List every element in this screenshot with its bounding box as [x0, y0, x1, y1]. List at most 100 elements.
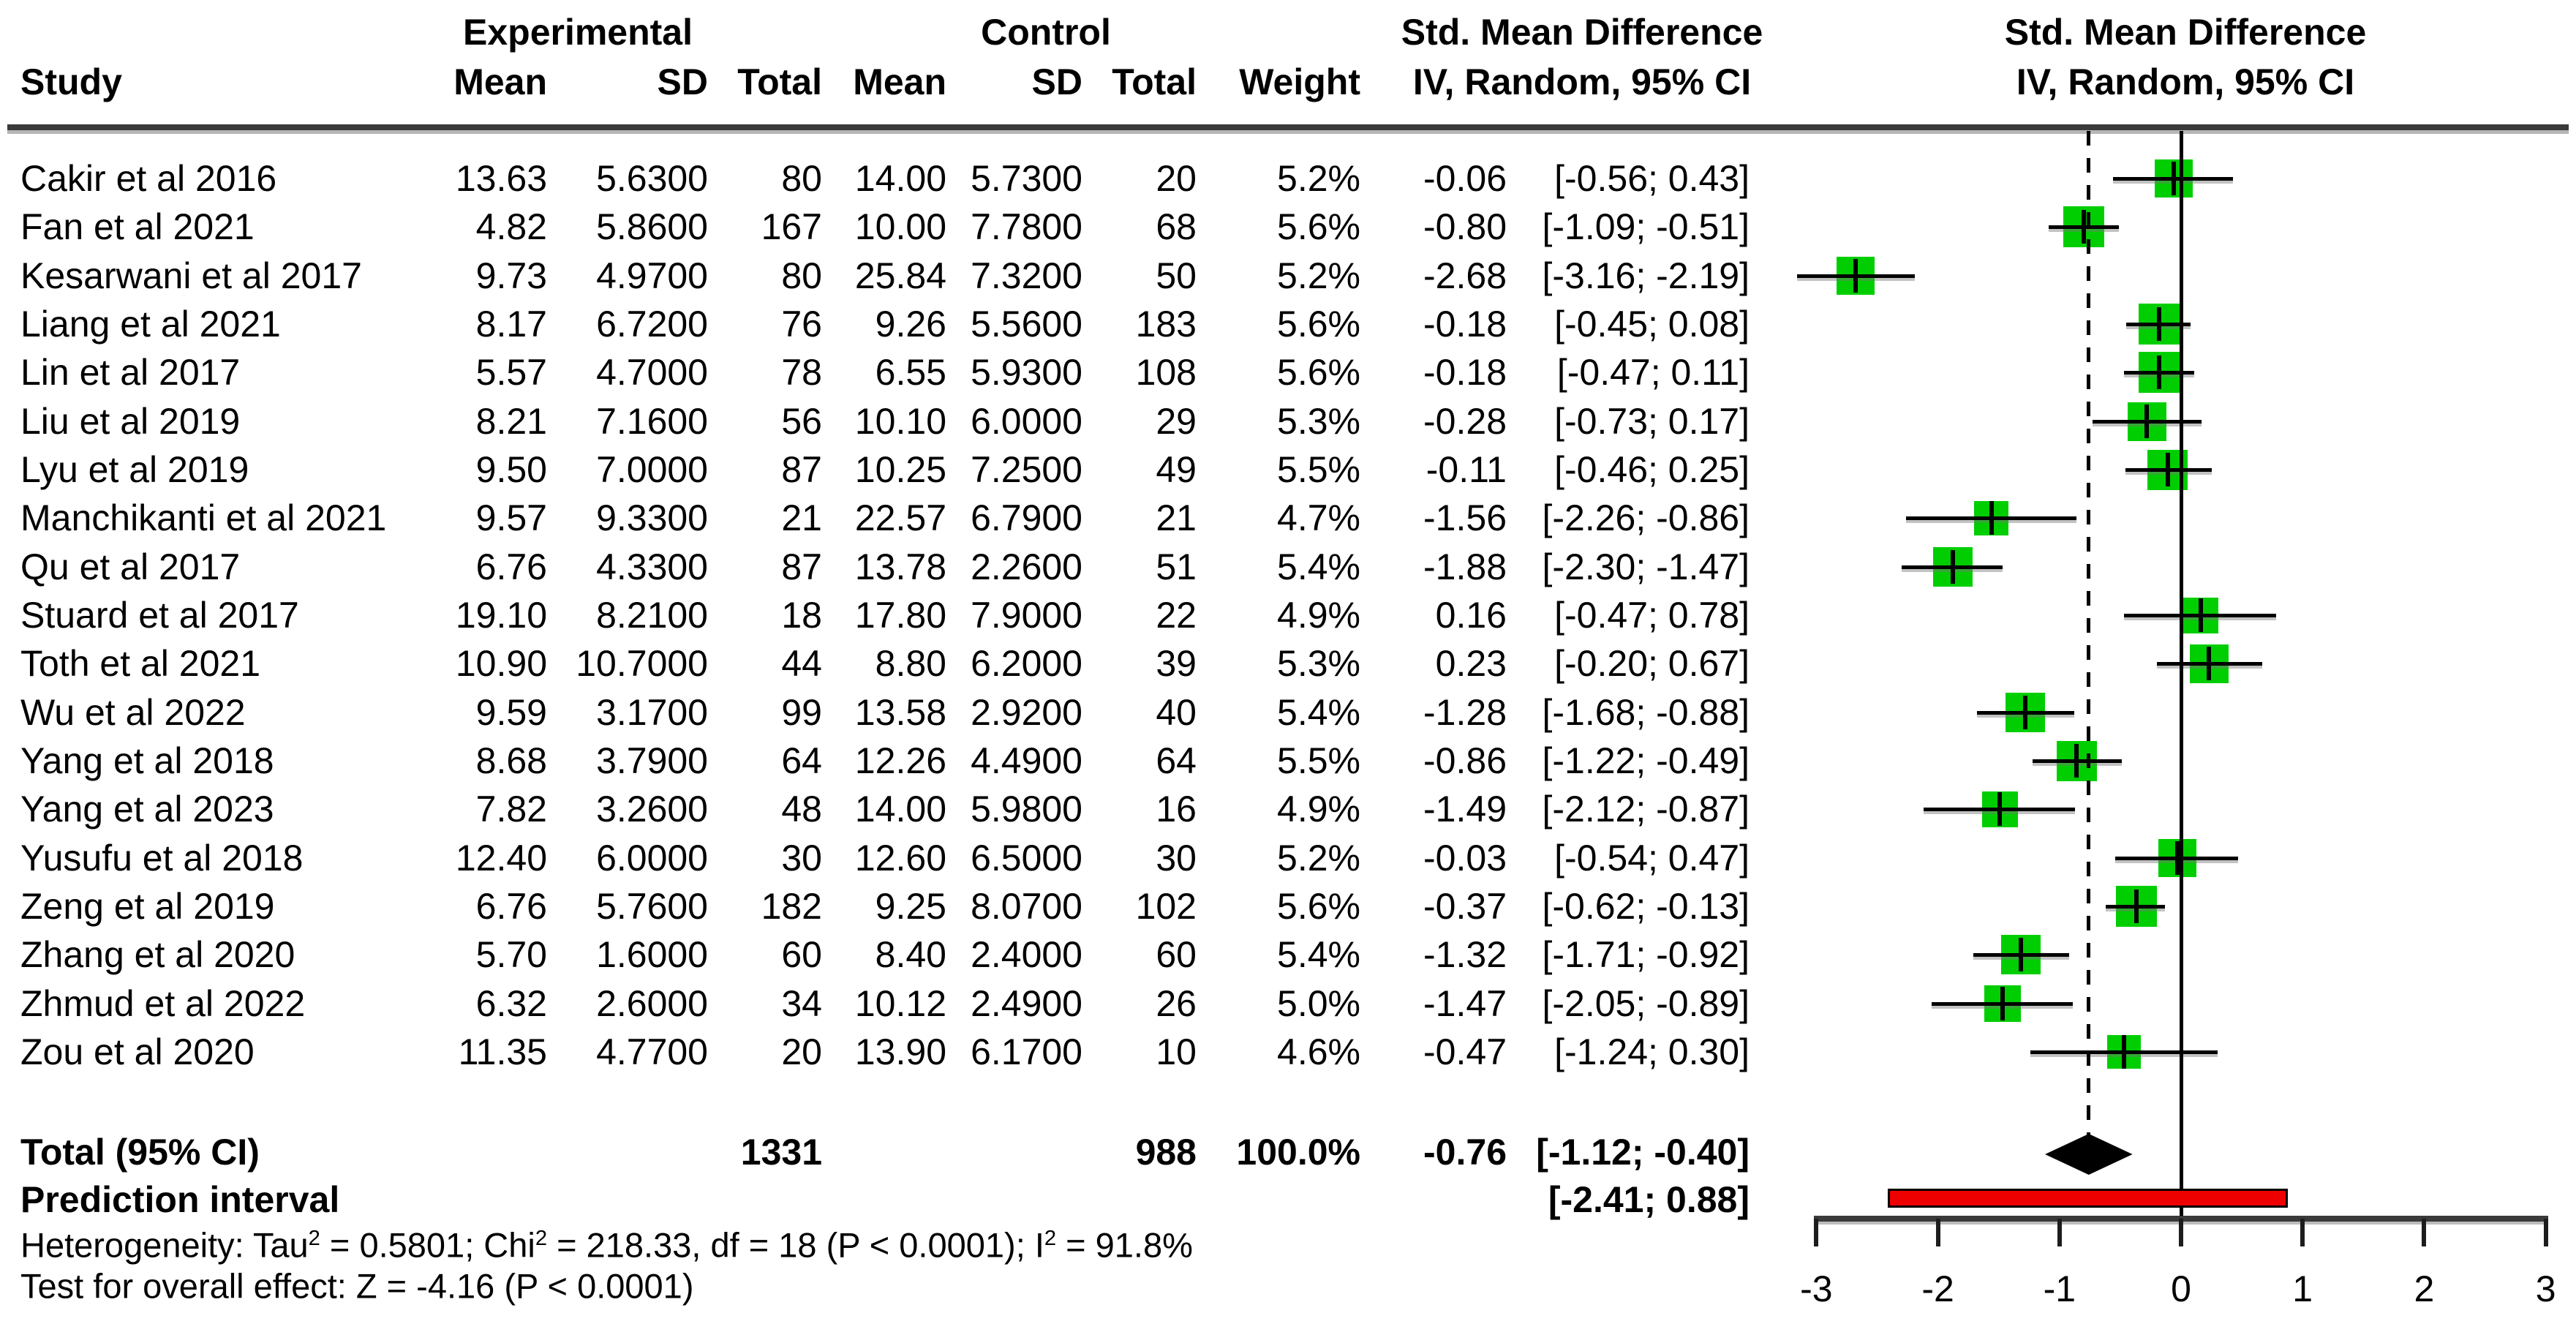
study-name: Liu et al 2019 — [20, 401, 241, 442]
ctrl-sd: 7.7800 — [971, 206, 1082, 247]
exp-sd: 5.8600 — [596, 206, 708, 247]
study-name: Zhmud et al 2022 — [20, 983, 306, 1024]
total-ctrl-n: 988 — [1135, 1132, 1197, 1173]
study-name: Toth et al 2021 — [20, 643, 261, 684]
exp-sd: 3.7900 — [596, 740, 708, 781]
smd-estimate: -1.32 — [1423, 934, 1507, 975]
exp-total: 80 — [781, 158, 822, 199]
ctrl-sd: 2.9200 — [971, 692, 1082, 733]
ctrl-sd: 6.1700 — [971, 1031, 1082, 1072]
total-label: Total (95% CI) — [20, 1132, 260, 1173]
study-name: Zou et al 2020 — [20, 1031, 255, 1072]
ctrl-sd: 5.9800 — [971, 789, 1082, 830]
exp-mean: 8.21 — [475, 401, 547, 442]
smd-estimate: -0.28 — [1423, 401, 1507, 442]
exp-total: 76 — [781, 304, 822, 345]
exp-mean: 4.82 — [475, 206, 547, 247]
exp-total: 60 — [781, 934, 822, 975]
smd-estimate: -0.80 — [1423, 206, 1507, 247]
ctrl-total: 10 — [1156, 1031, 1197, 1072]
exp-sd: 8.2100 — [596, 595, 708, 636]
x-axis-tick-label: 1 — [2292, 1268, 2313, 1309]
exp-sd: 5.7600 — [596, 886, 708, 927]
ctrl-mean: 14.00 — [854, 158, 946, 199]
ctrl-mean: 6.55 — [875, 352, 946, 393]
point-estimate-tick — [2207, 647, 2212, 680]
exp-total: 48 — [781, 789, 822, 830]
smd-ci: [-2.05; -0.89] — [1542, 983, 1750, 1024]
header-exp-mean: Mean — [453, 61, 547, 102]
smd-ci: [-0.47; 0.78] — [1554, 595, 1750, 636]
exp-total: 30 — [781, 838, 822, 879]
header-exp-total: Total — [737, 61, 822, 102]
point-estimate-tick — [2157, 356, 2162, 389]
ctrl-total: 20 — [1156, 158, 1197, 199]
study-name: Lin et al 2017 — [20, 352, 241, 393]
ctrl-sd: 7.9000 — [971, 595, 1082, 636]
ctrl-total: 51 — [1156, 546, 1197, 587]
smd-estimate: -1.49 — [1423, 789, 1507, 830]
total-ci: [-1.12; -0.40] — [1536, 1132, 1750, 1173]
ctrl-mean: 12.26 — [854, 740, 946, 781]
point-estimate-tick — [2198, 598, 2203, 632]
study-name: Kesarwani et al 2017 — [20, 255, 362, 296]
ctrl-sd: 6.7900 — [971, 497, 1082, 538]
exp-total: 44 — [781, 643, 822, 684]
weight: 4.9% — [1277, 789, 1360, 830]
exp-total: 87 — [781, 546, 822, 587]
ctrl-total: 64 — [1156, 740, 1197, 781]
ctrl-total: 50 — [1156, 255, 1197, 296]
ctrl-mean: 14.00 — [854, 789, 946, 830]
point-estimate-tick — [2134, 889, 2139, 923]
point-estimate-tick — [2165, 453, 2170, 486]
exp-mean: 9.73 — [475, 255, 547, 296]
ctrl-mean: 22.57 — [854, 497, 946, 538]
exp-sd: 7.1600 — [596, 401, 708, 442]
header-ctrl-sd: SD — [1031, 61, 1082, 102]
exp-sd: 9.3300 — [596, 497, 708, 538]
total-estimate: -0.76 — [1423, 1132, 1507, 1173]
smd-estimate: -1.56 — [1423, 497, 1507, 538]
smd-ci: [-2.12; -0.87] — [1542, 789, 1750, 830]
exp-mean: 8.68 — [475, 740, 547, 781]
ctrl-total: 22 — [1156, 595, 1197, 636]
point-estimate-tick — [2018, 938, 2023, 971]
weight: 5.4% — [1277, 934, 1360, 975]
weight: 5.2% — [1277, 838, 1360, 879]
point-estimate-tick — [2082, 210, 2087, 244]
ctrl-mean: 10.25 — [854, 449, 946, 490]
smd-estimate: -1.47 — [1423, 983, 1507, 1024]
study-name: Wu et al 2022 — [20, 692, 246, 733]
weight: 5.6% — [1277, 206, 1360, 247]
ctrl-total: 183 — [1135, 304, 1197, 345]
header-weight: Weight — [1239, 61, 1360, 102]
overall-effect-test: Test for overall effect: Z = -4.16 (P < … — [20, 1266, 694, 1306]
smd-ci: [-3.16; -2.19] — [1542, 255, 1750, 296]
prediction-ci: [-2.41; 0.88] — [1548, 1179, 1750, 1220]
point-estimate-tick — [1989, 501, 1994, 535]
prediction-label: Prediction interval — [20, 1179, 340, 1220]
ctrl-total: 39 — [1156, 643, 1197, 684]
exp-sd: 7.0000 — [596, 449, 708, 490]
x-axis-tick-label: -1 — [2043, 1268, 2076, 1309]
smd-ci: [-0.54; 0.47] — [1554, 838, 1750, 879]
exp-total: 34 — [781, 983, 822, 1024]
header-smd-text: Std. Mean Difference — [1401, 12, 1763, 53]
x-axis-tick — [2179, 1219, 2183, 1246]
x-axis-tick — [2057, 1219, 2062, 1246]
smd-ci: [-1.24; 0.30] — [1554, 1031, 1750, 1072]
exp-mean: 9.57 — [475, 497, 547, 538]
study-name: Fan et al 2021 — [20, 206, 255, 247]
x-axis-tick — [2422, 1219, 2427, 1246]
x-axis-tick-label: -3 — [1800, 1268, 1833, 1309]
x-axis-tick-label: 2 — [2414, 1268, 2435, 1309]
study-name: Yang et al 2023 — [20, 789, 274, 830]
ctrl-sd: 6.0000 — [971, 401, 1082, 442]
header-control: Control — [981, 12, 1111, 53]
smd-estimate: -0.37 — [1423, 886, 1507, 927]
exp-mean: 6.76 — [475, 546, 547, 587]
smd-estimate: -1.88 — [1423, 546, 1507, 587]
smd-estimate: -1.28 — [1423, 692, 1507, 733]
ctrl-total: 102 — [1135, 886, 1197, 927]
smd-estimate: 0.16 — [1435, 595, 1507, 636]
